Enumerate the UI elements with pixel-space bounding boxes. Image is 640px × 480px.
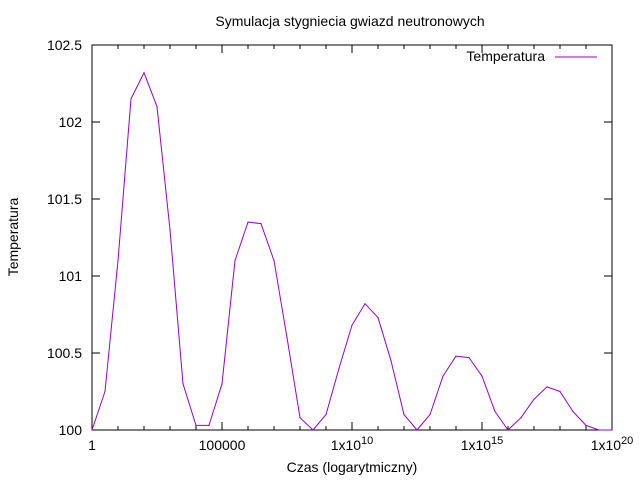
- data-point: [364, 303, 366, 305]
- y-axis-ticks: 100 100.5 101 101.5 102 102.5: [47, 37, 612, 438]
- data-point: [494, 410, 496, 413]
- data-point: [533, 398, 535, 400]
- y-tick-label: 102.5: [47, 37, 82, 53]
- data-point: [325, 414, 327, 416]
- data-point: [559, 390, 561, 393]
- data-point: [273, 260, 275, 262]
- data-point: [351, 324, 353, 326]
- data-point: [91, 429, 93, 431]
- data-point: [299, 417, 301, 419]
- data-point: [429, 414, 431, 416]
- data-point: [403, 414, 405, 416]
- data-point: [130, 98, 132, 100]
- y-axis-label: Temperatura: [5, 197, 21, 276]
- data-point: [390, 360, 392, 362]
- data-point: [247, 221, 249, 223]
- data-point: [182, 383, 184, 385]
- data-point: [468, 357, 470, 359]
- data-point: [585, 424, 587, 426]
- data-point: [221, 383, 223, 385]
- data-point: [611, 429, 613, 431]
- data-point: [260, 223, 262, 225]
- data-point: [338, 367, 340, 369]
- data-point: [117, 260, 119, 262]
- data-point: [455, 355, 457, 357]
- data-point: [546, 386, 548, 388]
- data-point: [507, 429, 509, 431]
- x-tick-label: 1x1010: [331, 435, 374, 453]
- data-point: [156, 106, 158, 108]
- x-axis-label: Czas (logarytmiczny): [287, 459, 418, 475]
- data-point: [312, 429, 314, 431]
- data-point: [572, 410, 574, 413]
- data-point: [520, 417, 522, 419]
- x-tick-label: 1x1015: [461, 435, 504, 453]
- data-point: [143, 72, 145, 74]
- x-tick-label: 100000: [199, 437, 246, 453]
- y-tick-label: 100: [59, 422, 83, 438]
- legend: Temperatura: [466, 48, 597, 64]
- data-point: [481, 375, 483, 377]
- data-point: [195, 424, 197, 426]
- y-tick-label: 100.5: [47, 345, 82, 361]
- y-tick-label: 102: [59, 114, 83, 130]
- x-axis-ticks: 1 100000 1x1010 1x1015 1x1020: [88, 45, 633, 453]
- x-tick-label: 1: [88, 437, 96, 453]
- legend-label: Temperatura: [466, 48, 545, 64]
- data-point: [169, 229, 171, 231]
- data-point: [416, 429, 418, 431]
- data-point: [104, 390, 106, 393]
- data-point: [234, 260, 236, 262]
- x-tick-label: 1x1020: [591, 435, 634, 453]
- chart-title: Symulacja stygniecia gwiazd neutronowych: [215, 13, 484, 29]
- y-tick-label: 101.5: [47, 191, 82, 207]
- data-point: [442, 375, 444, 377]
- data-point: [377, 316, 379, 319]
- series-layer: [91, 72, 613, 431]
- data-point: [208, 424, 210, 426]
- data-point: [286, 337, 288, 339]
- y-tick-label: 101: [59, 268, 83, 284]
- data-point: [598, 429, 600, 431]
